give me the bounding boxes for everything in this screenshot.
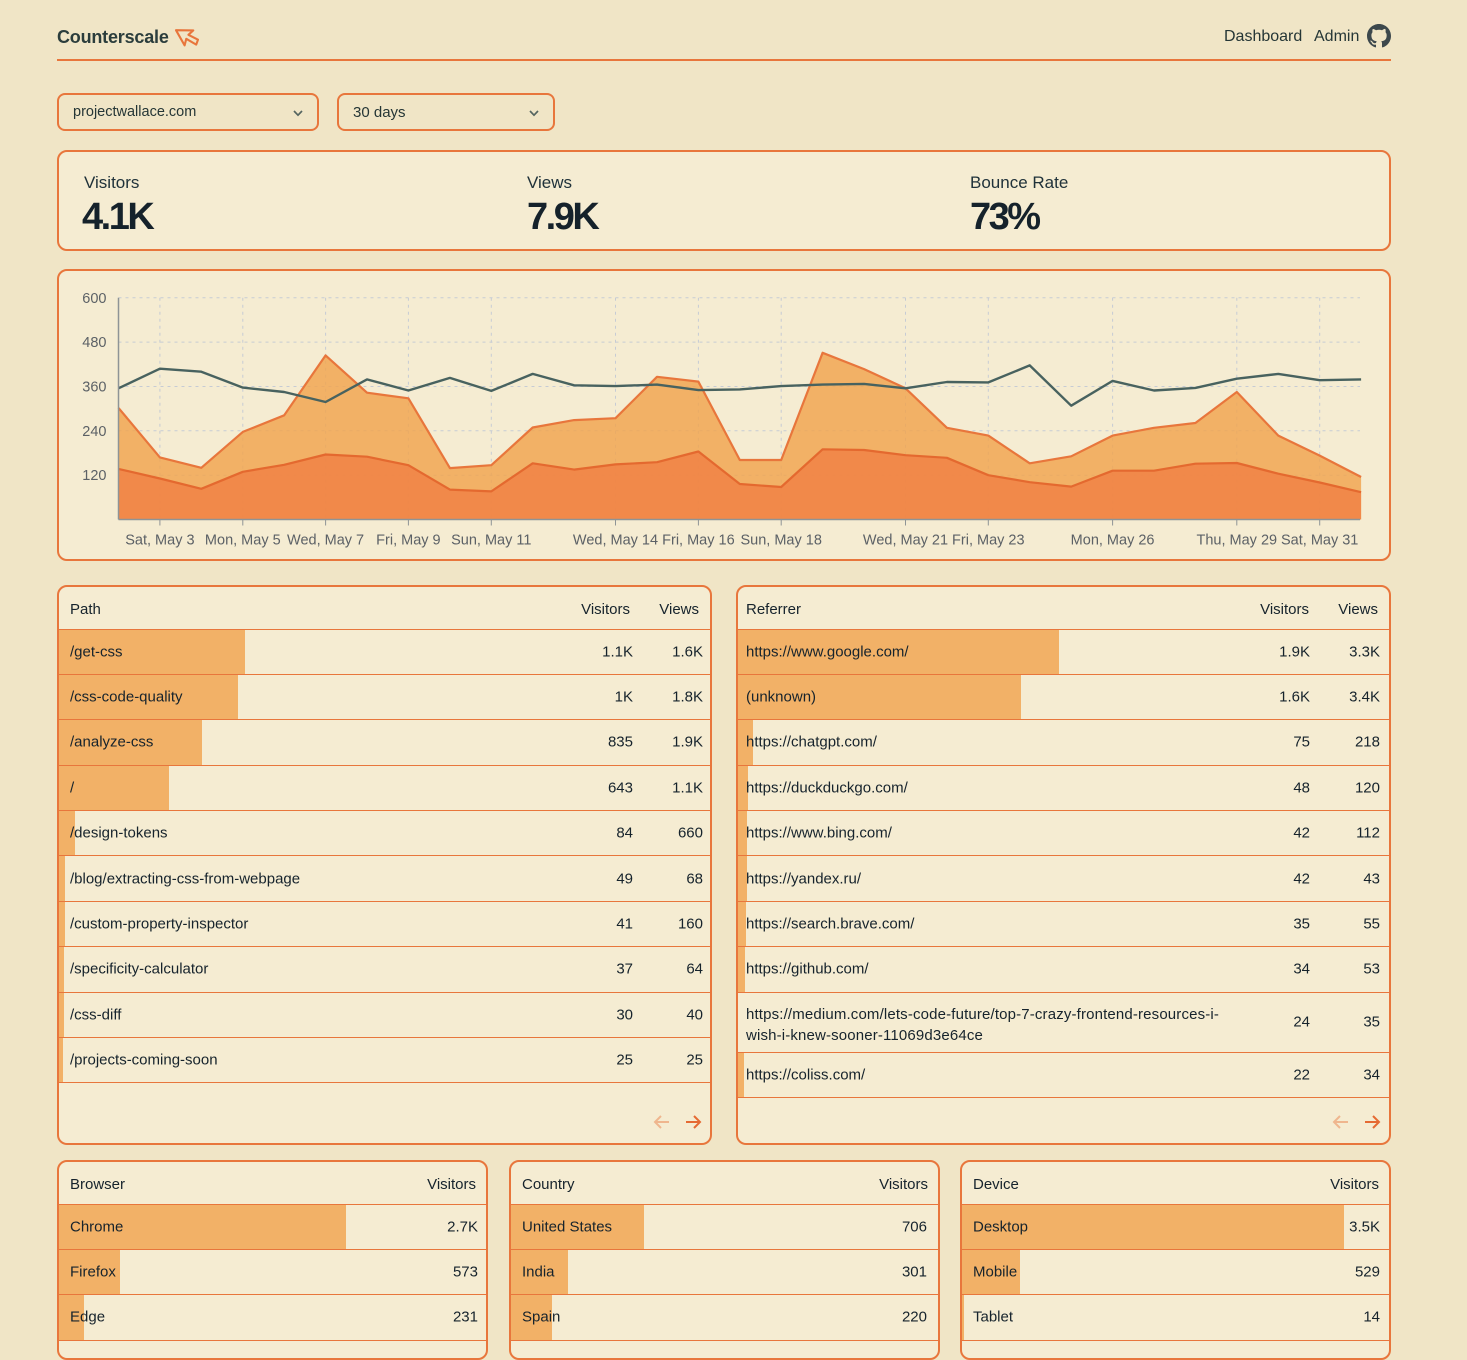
svg-text:Sun, May 18: Sun, May 18 <box>740 533 821 549</box>
svg-text:360: 360 <box>82 380 106 396</box>
svg-text:Thu, May 29: Thu, May 29 <box>1197 533 1278 549</box>
svg-text:Fri, May 23: Fri, May 23 <box>952 533 1025 549</box>
svg-text:Wed, May 21: Wed, May 21 <box>863 533 948 549</box>
svg-text:600: 600 <box>82 291 106 307</box>
svg-text:Mon, May 5: Mon, May 5 <box>205 533 281 549</box>
svg-text:Sat, May 31: Sat, May 31 <box>1281 533 1358 549</box>
svg-text:Fri, May 16: Fri, May 16 <box>662 533 735 549</box>
svg-text:Wed, May 7: Wed, May 7 <box>287 533 364 549</box>
svg-text:120: 120 <box>82 468 106 484</box>
svg-text:240: 240 <box>82 424 106 440</box>
svg-text:Wed, May 14: Wed, May 14 <box>573 533 658 549</box>
svg-text:Sat, May 3: Sat, May 3 <box>125 533 194 549</box>
svg-text:Fri, May 9: Fri, May 9 <box>376 533 440 549</box>
svg-text:Mon, May 26: Mon, May 26 <box>1071 533 1155 549</box>
svg-text:Sun, May 11: Sun, May 11 <box>451 533 531 549</box>
svg-text:480: 480 <box>82 335 106 351</box>
